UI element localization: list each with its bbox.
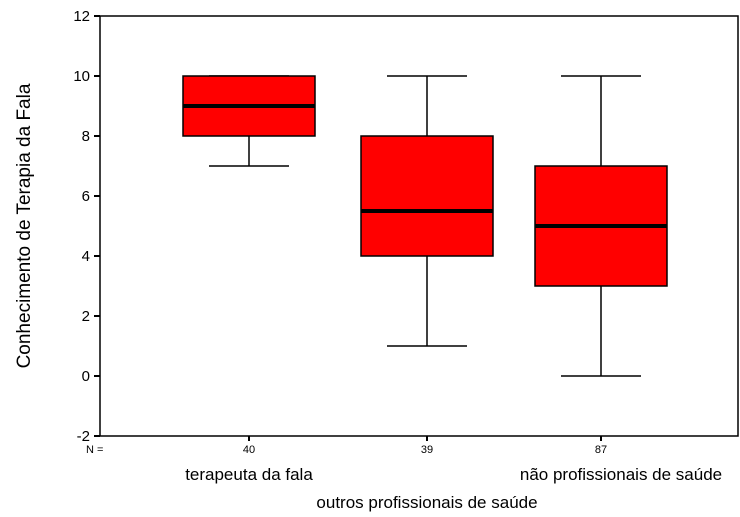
y-tick-label: 4 [82,248,90,265]
n-count-label: 39 [421,444,433,456]
iqr-box [360,135,494,257]
y-tick-label: 8 [82,128,90,145]
x-axis: N = 40 39 87 terapeuta da fala não profission… [86,436,722,484]
y-tick-label: -2 [77,428,90,445]
y-tick-label: 12 [73,8,90,25]
box-group [360,75,494,347]
n-count-label: 87 [595,444,607,456]
y-tick-label: 6 [82,188,90,205]
n-prefix-label: N = [86,444,103,456]
y-axis: -2 0 2 4 6 8 10 12 [73,8,100,445]
y-axis-label: Conhecimento de Terapia da Fala [14,83,35,368]
y-tick-label: 10 [73,68,90,85]
n-count-label: 40 [243,444,255,456]
box-group [182,75,316,167]
box-group [534,75,668,377]
boxes [182,75,668,377]
plot-frame-border [99,15,739,437]
x-axis-label: outros profissionais de saúde [316,493,537,512]
plot-frame [99,15,739,437]
y-tick-label: 2 [82,308,90,325]
y-tick-label: 0 [82,368,90,385]
category-label: não profissionais de saúde [520,465,722,484]
category-label: terapeuta da fala [185,465,313,484]
